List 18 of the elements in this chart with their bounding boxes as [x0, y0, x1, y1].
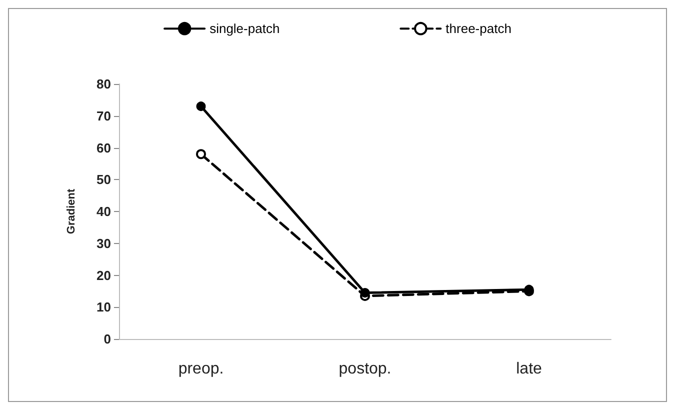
y-tick-label: 40 [96, 204, 111, 219]
y-tick-label: 50 [96, 172, 111, 188]
x-tick-label: preop. [178, 360, 224, 378]
y-tick-label: 30 [96, 236, 111, 251]
legend-label: single-patch [210, 21, 280, 36]
y-tick-label: 10 [96, 300, 111, 315]
x-tick-label: postop. [338, 360, 392, 378]
y-tick-label: 0 [104, 332, 111, 346]
x-tick-label: late [516, 360, 542, 378]
y-axis-title: Gradient [66, 188, 78, 234]
y-tick-label: 20 [96, 268, 111, 283]
point [196, 102, 206, 112]
y-tick-label: 60 [96, 140, 111, 156]
point [360, 288, 370, 298]
point [196, 149, 206, 160]
y-tick-label: 80 [96, 76, 111, 92]
y-tick-label: 70 [96, 108, 111, 124]
legend-label: three-patch [446, 21, 512, 36]
